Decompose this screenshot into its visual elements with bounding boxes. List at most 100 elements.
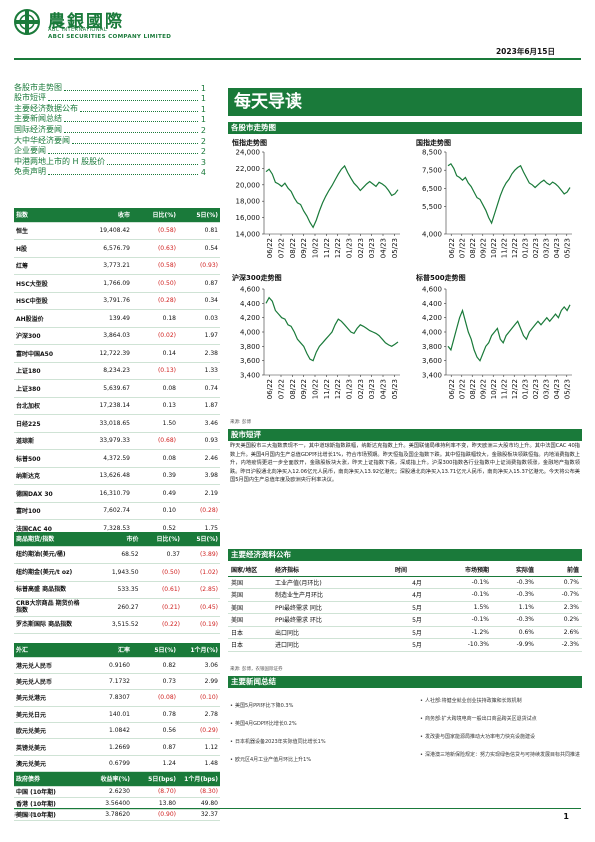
news-item[interactable]: 欧元区4月工业产值月环比上升1% bbox=[230, 757, 390, 764]
row-label: 美元兑人民币 bbox=[14, 673, 64, 691]
row-change-2: 1.97 bbox=[178, 327, 220, 345]
brand-name-en: ABC INTERNATIONAL bbox=[48, 27, 107, 33]
fx-table: 外汇 汇率 5日(%) 1个月(%) 港元兑人民币 0.9160 0.82 3.06 美元兑人民… bbox=[14, 643, 220, 773]
table-row: 美国 PPI最终需求 同比 5月 1.5% 1.1% 2.3% bbox=[228, 601, 582, 614]
table-row: 美元兑人民币 7.1732 0.73 2.99 bbox=[14, 673, 220, 691]
x-tick-label: 01/23 bbox=[346, 238, 354, 258]
x-tick-label: 05/23 bbox=[391, 238, 399, 258]
row-change-2: 0.93 bbox=[178, 432, 220, 450]
y-tick-label: 3,800 bbox=[240, 343, 260, 351]
charts-section-header: 各股市走势图 bbox=[228, 122, 582, 134]
toc-item[interactable]: 国际经济要闻 2 bbox=[14, 124, 206, 135]
row-value: 1.2669 bbox=[64, 738, 132, 756]
y-tick-label: 3,400 bbox=[240, 372, 260, 380]
table-header-row: 商品期货/指数 市价 日比(%) 5日(%) bbox=[14, 532, 220, 547]
row-change-1: 0.37 bbox=[140, 546, 182, 564]
x-tick-label: 09/22 bbox=[479, 238, 487, 258]
row-label: 罗杰斯国际 商品指数 bbox=[14, 616, 82, 634]
x-tick-label: 06/22 bbox=[448, 238, 456, 258]
news-item[interactable]: 发改委与国家能源局推动大功率电力快充设施建设 bbox=[420, 734, 580, 741]
news-item[interactable]: 商务部:扩大跨境电商一般出口商品跨关区退货试点 bbox=[420, 716, 580, 723]
column-header: 5日(%) bbox=[178, 208, 220, 223]
row-change-2: (0.93) bbox=[178, 257, 220, 275]
commodity-table: 商品期货/指数 市价 日比(%) 5日(%) 纽约期油(美元/桶) 68.52 0.37 (3… bbox=[14, 532, 220, 634]
y-tick-label: 3,400 bbox=[422, 372, 442, 380]
table-row: 纽约期金(美元/t oz) 1,943.50 (0.50) (1.02) bbox=[14, 563, 220, 582]
x-tick-label: 01/23 bbox=[521, 379, 529, 399]
toc-item-page: 4 bbox=[200, 168, 206, 178]
row-change-1: (0.08) bbox=[132, 689, 178, 707]
series-line bbox=[265, 164, 399, 229]
news-item[interactable]: 深港澳三地新保险规定：努力实现绿色信贷与可持续发展目标共同推进 bbox=[420, 752, 580, 759]
hsi-line-chart: 14,000 16,000 18,000 20,000 22,000 24,000 06/2… bbox=[236, 149, 400, 258]
news-item[interactable]: 英国4月GDP环比增长0.2% bbox=[230, 721, 390, 728]
toc-leader bbox=[80, 110, 198, 112]
row-value: 7.8307 bbox=[64, 689, 132, 707]
row-change-1: 0.13 bbox=[132, 397, 178, 415]
row-label: 美国 (10年期) bbox=[14, 809, 64, 821]
toc-item[interactable]: 主要新闻总结 1 bbox=[14, 114, 206, 124]
row-value: 3,515.52 bbox=[81, 616, 141, 634]
econ-data-table: 国家/地区 经济指标 时间 市场预期 实际值 前值 英国 工业产值(月环比) 4月 -0.1% -0… bbox=[228, 563, 582, 652]
toc-item[interactable]: 各股市走势图 1 bbox=[14, 82, 206, 93]
news-item[interactable]: 日本机器设备2023年实际值同比增长1% bbox=[230, 739, 390, 746]
footer-divider bbox=[14, 808, 581, 809]
x-tick-label: 03/23 bbox=[368, 379, 376, 399]
commentary-section-header: 股市短评 bbox=[228, 429, 582, 441]
bond-table: 政府债券 收益率(%) 5日(bps) 1个月(bps) 中国 (10年期) 2.6230… bbox=[14, 772, 220, 821]
toc-item[interactable]: 大中华经济要闻 2 bbox=[14, 135, 206, 146]
row-label: 富时中国A50 bbox=[14, 344, 64, 363]
column-header: 实际值 bbox=[492, 563, 537, 577]
row-label: 恒生 bbox=[14, 222, 64, 240]
table-row: H股 6,576.79 (0.63) 0.54 bbox=[14, 239, 220, 258]
header-divider bbox=[14, 58, 581, 60]
row-change-2: (0.19) bbox=[181, 616, 220, 634]
econ-cell: 1.1% bbox=[492, 601, 537, 614]
toc-item[interactable]: 主要经济数据公布 1 bbox=[14, 103, 206, 114]
abci-logo-icon bbox=[14, 9, 40, 35]
row-change-2: 0.54 bbox=[178, 239, 220, 258]
row-change-1: (8.70) bbox=[132, 786, 178, 798]
row-change-2: (0.45) bbox=[181, 598, 220, 617]
x-tick-label: 07/22 bbox=[458, 379, 466, 399]
row-label: 标普500 bbox=[14, 449, 64, 468]
table-row: HSC大型股 1,766.09 (0.50) 0.87 bbox=[14, 274, 220, 293]
x-tick-label: 05/23 bbox=[391, 379, 399, 399]
y-tick-label: 14,000 bbox=[236, 231, 261, 239]
toc-item[interactable]: 股市短评 1 bbox=[14, 93, 206, 103]
toc-leader bbox=[72, 142, 198, 144]
chart-title-hsi: 恒指走势图 bbox=[232, 139, 267, 147]
row-change-1: (0.28) bbox=[132, 292, 178, 310]
y-tick-label: 20,000 bbox=[236, 181, 261, 189]
index-table: 指数 收市 日比(%) 5日(%) 恒生 19,408.42 (0.58) 0.81 H股 6,5… bbox=[14, 208, 220, 538]
toc-item[interactable]: 中港两地上市的 H 股股价 3 bbox=[14, 156, 206, 167]
news-item[interactable]: 美国5月PPI环比下降0.3% bbox=[230, 703, 390, 710]
row-value: 1.0842 bbox=[64, 722, 132, 740]
x-tick-label: 04/23 bbox=[380, 238, 388, 258]
table-row: 德国DAX 30 16,310.79 0.49 2.19 bbox=[14, 484, 220, 503]
row-change-2: (8.30) bbox=[178, 786, 220, 798]
news-item[interactable]: 人社部:将健全就业创业扶持政策和长效机制 bbox=[420, 698, 580, 705]
chart-title-hscei: 国指走势图 bbox=[416, 139, 451, 147]
toc-item[interactable]: 企业要闻 2 bbox=[14, 146, 206, 156]
econ-cell: -0.3% bbox=[492, 613, 537, 627]
x-tick-label: 02/23 bbox=[532, 238, 540, 258]
x-tick-label: 06/22 bbox=[266, 238, 274, 258]
econ-cell: PPI最终需求 环比 bbox=[272, 613, 392, 627]
table-row: 美元兑港元 7.8307 (0.08) (0.10) bbox=[14, 689, 220, 707]
toc-leader bbox=[48, 100, 198, 102]
econ-cell: -0.1% bbox=[442, 588, 492, 602]
row-value: 139.49 bbox=[64, 309, 132, 328]
x-tick-label: 06/22 bbox=[448, 379, 456, 399]
econ-cell: 日本 bbox=[228, 638, 272, 652]
row-value: 12,722.39 bbox=[64, 344, 132, 363]
toc-item[interactable]: 免责声明 4 bbox=[14, 167, 206, 178]
row-value: 68.52 bbox=[81, 546, 141, 564]
row-change-1: (0.61) bbox=[140, 581, 182, 599]
econ-section-header: 主要经济资料公布 bbox=[228, 549, 582, 561]
y-tick-label: 4,000 bbox=[422, 329, 442, 337]
table-row: 恒生 19,408.42 (0.58) 0.81 bbox=[14, 222, 220, 240]
table-row: 美元兑日元 140.01 0.78 2.78 bbox=[14, 706, 220, 724]
x-tick-label: 02/23 bbox=[357, 238, 365, 258]
y-tick-label: 4,400 bbox=[240, 300, 260, 308]
